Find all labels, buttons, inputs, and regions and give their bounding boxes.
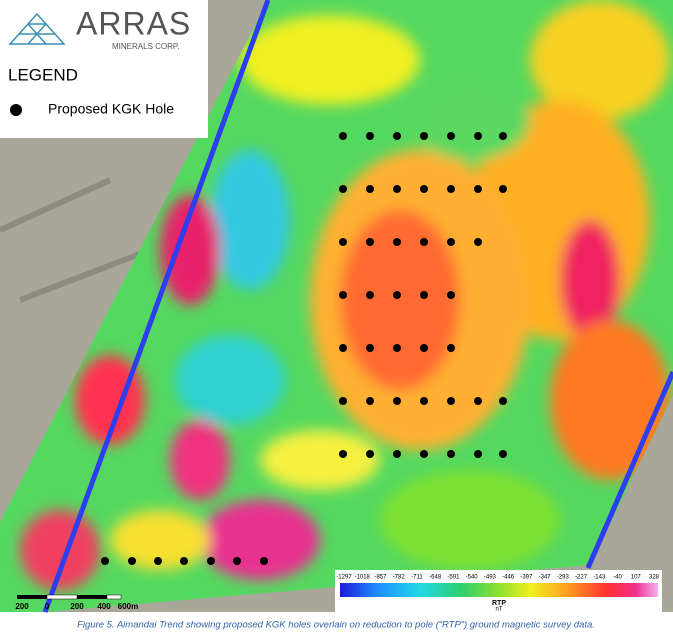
drill-hole (447, 450, 455, 458)
drill-hole (366, 397, 374, 405)
drill-hole (339, 132, 347, 140)
scale-bar (17, 594, 122, 600)
colorbar-label: -143 (593, 575, 606, 581)
drill-hole (499, 397, 507, 405)
legend-title: LEGEND (8, 65, 78, 84)
scale-label: 200 (15, 602, 29, 611)
drill-hole (393, 291, 401, 299)
colorbar (340, 583, 658, 597)
drill-hole (393, 397, 401, 405)
colorbar-label: -711 (411, 575, 423, 581)
drill-hole (393, 344, 401, 352)
drill-hole (260, 557, 268, 565)
colorbar-label: -227 (575, 575, 588, 581)
drill-hole (366, 344, 374, 352)
colorbar-label: -1018 (355, 575, 371, 581)
drill-hole (474, 132, 482, 140)
colorbar-title: RTP (492, 600, 506, 607)
logo-subtitle: MINERALS CORP. (112, 42, 179, 51)
colorbar-label: 107 (631, 575, 642, 581)
drill-hole (207, 557, 215, 565)
drill-hole (420, 238, 428, 246)
colorbar-label: -347 (539, 575, 552, 581)
drill-hole (393, 450, 401, 458)
logo-name: ARRAS (76, 5, 191, 41)
drill-hole (447, 185, 455, 193)
drill-hole (366, 185, 374, 193)
drill-hole (339, 450, 347, 458)
drill-hole (499, 185, 507, 193)
drill-hole (474, 185, 482, 193)
drill-hole (474, 397, 482, 405)
colorbar-label: -293 (557, 575, 570, 581)
colorbar-label: 328 (649, 575, 660, 581)
colorbar-label: -40 (613, 575, 622, 581)
drill-hole (420, 132, 428, 140)
drill-hole (420, 397, 428, 405)
drill-hole (474, 238, 482, 246)
drill-hole (447, 397, 455, 405)
legend-symbol (10, 104, 22, 116)
survey-boundary (42, 0, 271, 613)
drill-hole (339, 344, 347, 352)
drill-hole (128, 557, 136, 565)
colorbar-label: -1297 (336, 575, 352, 581)
drill-hole (474, 450, 482, 458)
drill-hole (420, 185, 428, 193)
scale-label: 0 (45, 602, 50, 611)
road (0, 177, 152, 303)
drill-hole (393, 238, 401, 246)
legend-box (0, 0, 208, 138)
colorbar-label: -591 (447, 575, 460, 581)
colorbar-label: -446 (502, 575, 515, 581)
drill-hole (154, 557, 162, 565)
drill-hole (366, 450, 374, 458)
colorbar-ticks: -1297 -1018 -857 -782 -711 -648 -591 -540 -493 -4… (336, 575, 659, 581)
scale-label: 200 (70, 602, 84, 611)
drill-holes (101, 132, 507, 565)
drill-hole (447, 291, 455, 299)
drill-hole (339, 291, 347, 299)
colorbar-label: -540 (466, 575, 479, 581)
scale-label: 400 (97, 602, 111, 611)
drill-hole (447, 344, 455, 352)
drill-hole (420, 291, 428, 299)
colorbar-label: -857 (374, 575, 387, 581)
caption: Figure 5. Aimandai Trend showing propose… (77, 620, 595, 631)
colorbar-label: -493 (484, 575, 497, 581)
logo-icon (8, 12, 66, 45)
drill-hole (339, 397, 347, 405)
colorbar-unit: nT (495, 607, 502, 613)
drill-hole (420, 450, 428, 458)
drill-hole (499, 132, 507, 140)
drill-hole (447, 238, 455, 246)
drill-hole (233, 557, 241, 565)
drill-hole (366, 132, 374, 140)
colorbar-label: -782 (393, 575, 406, 581)
drill-hole (499, 450, 507, 458)
drill-hole (339, 238, 347, 246)
scale-labels: 200 0 200 400 600m (15, 602, 138, 611)
colorbar-label: -648 (429, 575, 442, 581)
colorbar-label: -397 (520, 575, 533, 581)
drill-hole (447, 132, 455, 140)
survey-boundary (585, 371, 673, 569)
drill-hole (366, 238, 374, 246)
drill-hole (101, 557, 109, 565)
scale-label: 600m (118, 602, 138, 611)
drill-hole (393, 132, 401, 140)
drill-hole (420, 344, 428, 352)
legend-item: Proposed KGK Hole (48, 101, 174, 117)
drill-hole (180, 557, 188, 565)
drill-hole (339, 185, 347, 193)
drill-hole (393, 185, 401, 193)
drill-hole (366, 291, 374, 299)
